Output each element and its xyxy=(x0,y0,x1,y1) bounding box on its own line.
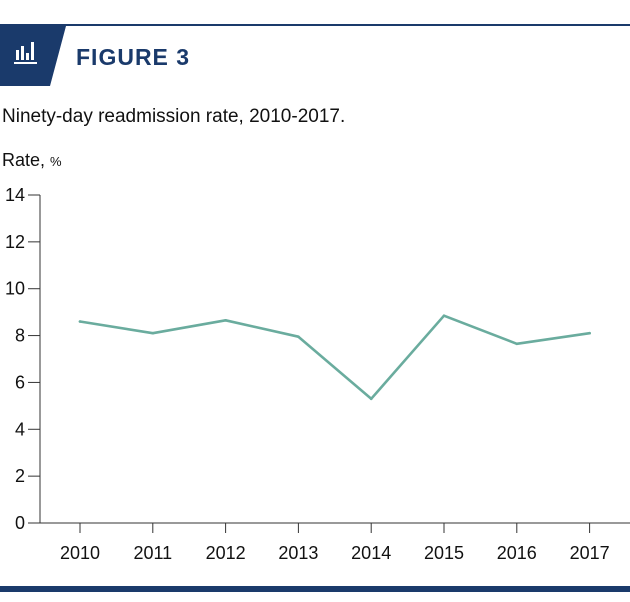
figure-label: FIGURE 3 xyxy=(76,44,191,70)
data-point xyxy=(369,397,373,401)
top-rule xyxy=(0,24,630,26)
data-point xyxy=(78,320,82,323)
y-tick-label: 4 xyxy=(15,419,25,439)
y-tick-label: 10 xyxy=(5,279,25,299)
x-tick-label: 2012 xyxy=(206,543,246,563)
data-point xyxy=(297,335,300,339)
data-point xyxy=(442,314,446,317)
data-point xyxy=(515,342,519,346)
x-tick-label: 2011 xyxy=(133,543,172,563)
bar-chart-icon xyxy=(0,26,66,86)
y-tick-label: 0 xyxy=(15,513,25,533)
data-point xyxy=(588,331,591,335)
x-tick-label: 2015 xyxy=(424,543,464,563)
y-tick-label: 8 xyxy=(15,326,25,346)
y-axis-title: Rate, % xyxy=(2,150,62,171)
y-axis-title-text: Rate, xyxy=(2,150,46,170)
x-tick-label: 2014 xyxy=(351,543,391,563)
bottom-rule xyxy=(0,586,630,592)
y-tick-label: 2 xyxy=(15,466,25,486)
y-tick-label: 6 xyxy=(15,372,25,392)
y-axis-title-unit: % xyxy=(50,154,62,169)
data-point xyxy=(224,319,227,322)
data-point xyxy=(151,331,155,335)
x-tick-label: 2013 xyxy=(278,543,318,563)
chart-subtitle: Ninety-day readmission rate, 2010-2017. xyxy=(2,106,346,127)
series-line xyxy=(78,314,591,401)
x-tick-label: 2016 xyxy=(497,543,537,563)
y-tick-label: 14 xyxy=(5,185,25,205)
y-tick-label: 12 xyxy=(5,232,25,252)
x-tick-label: 2017 xyxy=(570,543,610,563)
x-tick-label: 2010 xyxy=(60,543,100,563)
